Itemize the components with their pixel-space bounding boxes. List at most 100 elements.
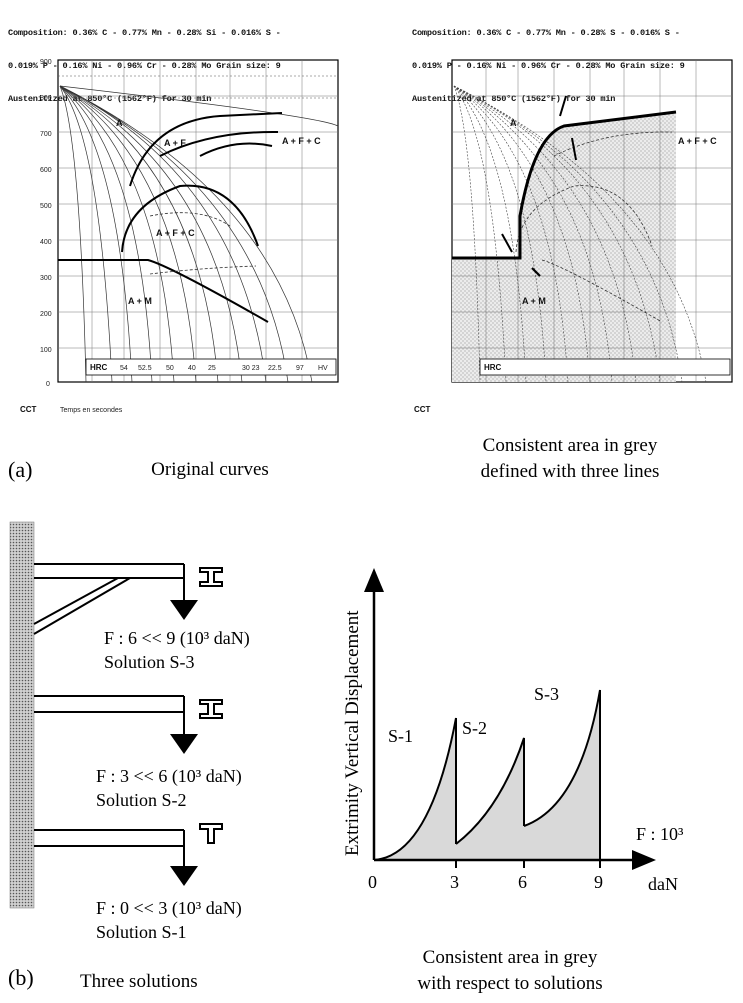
x-tick-6: 6 <box>518 872 527 892</box>
beam-s3 <box>33 563 185 635</box>
left-hrc-value: 25 <box>208 365 216 372</box>
right-composition: Composition: 0.36% C - 0.77% Mn - 0.28% … <box>412 6 685 127</box>
left-composition: Composition: 0.36% C - 0.77% Mn - 0.28% … <box>8 6 281 127</box>
solution-curves <box>373 689 601 861</box>
right-cct-diagram: HRC A A + F + C A + M CCT <box>414 59 733 414</box>
curve-s2 <box>455 737 525 845</box>
left-y-tick: 0 <box>46 381 50 388</box>
left-y-tick: 800 <box>40 95 52 102</box>
left-hrc-value: 50 <box>166 365 174 372</box>
left-thin-curves <box>149 212 257 275</box>
panel-a-left-caption: Original curves <box>151 459 269 480</box>
x-axis-label-line-2: daN <box>648 874 678 894</box>
series-label-s3: S-3 <box>534 684 559 704</box>
panel-a-label: (a) <box>8 457 33 482</box>
tbeam-icon <box>199 823 223 844</box>
solution-s3-name: Solution S-3 <box>104 652 195 672</box>
right-phase-a: A <box>510 118 517 128</box>
series-label-s2: S-2 <box>462 718 487 738</box>
force-arrow-s2 <box>170 734 198 754</box>
right-cooling-curves <box>453 85 707 383</box>
left-phase-a-f: A + F <box>164 138 186 148</box>
right-composition-line-1: Composition: 0.36% C - 0.77% Mn - 0.28% … <box>412 28 680 38</box>
left-y-tick: 700 <box>40 131 52 138</box>
displacement-chart: Extrimity Vertical Displacement 0 3 6 9 … <box>342 568 684 894</box>
left-y-tick: 300 <box>40 275 52 282</box>
panel-b-right-caption-line-2: with respect to solutions <box>417 973 603 994</box>
ibeam-icon <box>199 699 223 719</box>
x-tick-0: 0 <box>368 872 377 892</box>
ibeam-icon <box>199 567 223 587</box>
left-y-tick: 900 <box>40 59 52 66</box>
x-axis-label-line-1: F : 10³ <box>636 824 684 844</box>
left-hrc-value: 54 <box>120 365 128 372</box>
left-vertical-grid <box>91 60 303 382</box>
right-arrow-markers <box>501 95 577 277</box>
y-axis-arrow <box>364 568 384 592</box>
right-bounding-lines <box>452 110 677 260</box>
solution-s1-name: Solution S-1 <box>96 922 187 942</box>
left-phase-a-m: A + M <box>128 296 152 306</box>
left-y-tick: 600 <box>40 167 52 174</box>
x-tick-3: 3 <box>450 872 459 892</box>
panel-a-right-caption-line-1: Consistent area in grey <box>482 435 658 456</box>
left-hrc-value: 40 <box>188 365 196 372</box>
left-x-caption: Temps en secondes <box>60 407 123 414</box>
panel-b-right-caption-line-1: Consistent area in grey <box>422 947 598 968</box>
solution-s2-force: F : 3 << 6 (10³ daN) <box>96 766 242 786</box>
left-hrc-strip <box>85 358 337 376</box>
series-label-s1: S-1 <box>388 726 413 746</box>
solution-s3-force: F : 6 << 9 (10³ daN) <box>104 628 250 648</box>
panel-b-left-caption: Three solutions <box>80 971 198 992</box>
left-hrc-value: 97 <box>296 365 304 372</box>
y-axis-label: Extrimity Vertical Displacement <box>342 610 363 856</box>
right-hrc-label: HRC <box>484 363 502 372</box>
left-composition-line-2: 0.019% P - 0.16% Ni - 0.96% Cr - 0.28% M… <box>8 61 281 71</box>
fixed-wall <box>9 521 35 909</box>
left-hrc-label: HRC <box>90 363 108 372</box>
x-tick-marks <box>455 860 601 868</box>
left-hrc-value: HV <box>318 365 328 372</box>
x-axis-arrow <box>632 850 656 870</box>
curve-s1 <box>373 717 457 861</box>
panel-b-label: (b) <box>8 965 34 990</box>
left-hrc-value: 30 23 <box>242 365 260 372</box>
right-composition-line-2: 0.019% P - 0.16% Ni - 0.96% Cr - 0.28% M… <box>412 61 685 71</box>
left-hrc-value: 52.5 <box>138 365 152 372</box>
left-y-ticks: 900 800 700 600 500 400 300 200 100 0 <box>40 59 52 388</box>
right-vertical-grid <box>485 60 697 382</box>
left-phase-a-f-c-top: A + F + C <box>282 136 321 146</box>
x-tick-9: 9 <box>594 872 603 892</box>
left-cooling-curves <box>59 85 339 383</box>
right-inner-curves <box>515 131 673 323</box>
right-composition-line-3: Austenitized at 850°C (1562°F) for 30 mi… <box>412 94 616 104</box>
curve-s3 <box>523 689 601 860</box>
solution-s2-name: Solution S-2 <box>96 790 187 810</box>
left-transformation-curves <box>58 112 283 323</box>
left-phase-a: A <box>116 118 123 128</box>
force-arrow-s1 <box>170 866 198 886</box>
cantilever-solutions <box>9 521 223 909</box>
left-y-tick: 200 <box>40 311 52 318</box>
beam-s2 <box>34 695 185 734</box>
right-phase-a-m: A + M <box>522 296 546 306</box>
left-horizontal-grid <box>58 95 338 349</box>
right-horizontal-grid <box>452 95 732 349</box>
left-y-tick: 400 <box>40 239 52 246</box>
force-arrow-s3 <box>170 600 198 620</box>
left-plot-frame <box>57 59 339 383</box>
left-ac-lines <box>58 75 338 99</box>
right-phase-a-f-c: A + F + C <box>678 136 717 146</box>
consistent-area <box>374 690 600 860</box>
panel-a-right-caption-line-2: defined with three lines <box>480 461 660 482</box>
left-y-tick: 500 <box>40 203 52 210</box>
right-hrc-strip <box>479 358 731 376</box>
left-composition-line-1: Composition: 0.36% C - 0.77% Mn - 0.28% … <box>8 28 281 38</box>
beam-s1 <box>34 829 185 866</box>
left-cct-diagram: HRC 54 52.5 50 40 25 30 23 22.5 97 HV A … <box>20 59 339 414</box>
left-hrc-values: 54 52.5 50 40 25 30 23 22.5 97 HV <box>120 365 328 372</box>
left-y-tick: 100 <box>40 347 52 354</box>
right-cct-label: CCT <box>414 405 431 414</box>
left-cct-label: CCT <box>20 405 37 414</box>
